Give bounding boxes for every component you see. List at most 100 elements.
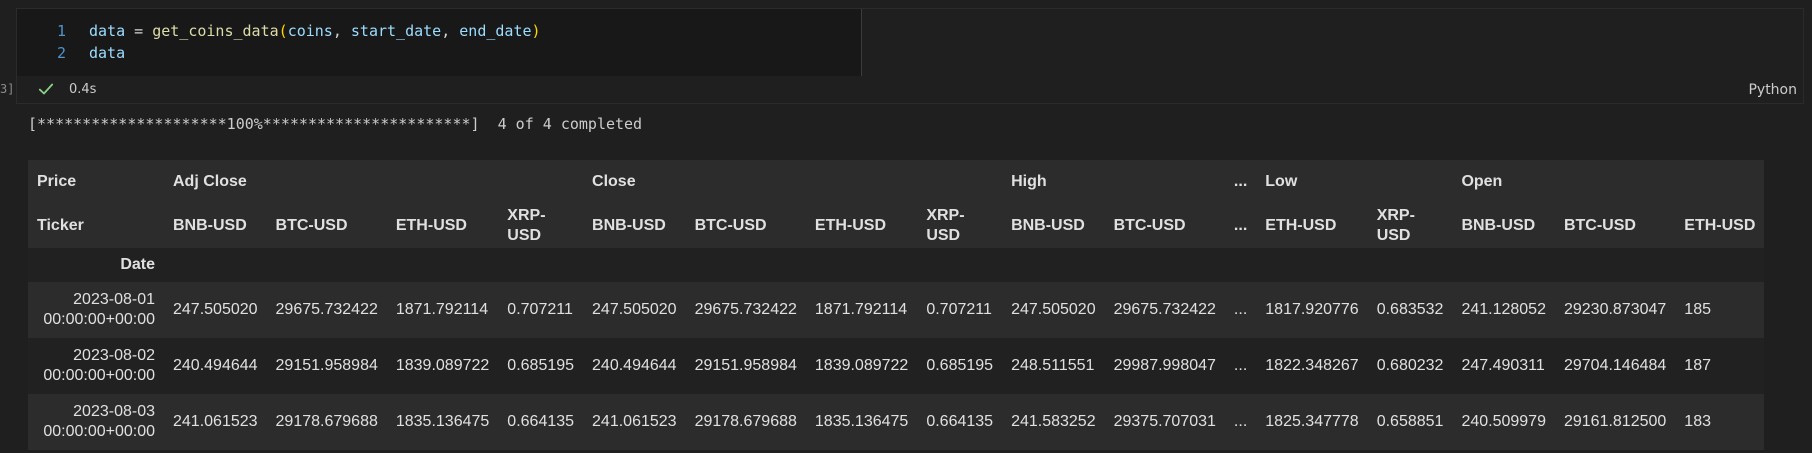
table-cell: 0.664135: [507, 413, 575, 430]
ticker-column-header: BTC-USD: [1113, 217, 1186, 234]
table-cell: 29161.812500: [1563, 413, 1667, 430]
table-cell: 29151.958984: [275, 357, 378, 374]
ticker-column-header: XRP-USD: [507, 207, 546, 244]
table-cell: ...: [1233, 413, 1248, 430]
table-cell: 1817.920776: [1265, 301, 1359, 318]
header-row-date: Date: [28, 248, 1765, 282]
column-group-header: Adj Close: [173, 173, 247, 190]
table-cell: 1839.089722: [814, 357, 909, 374]
table-cell: 241.061523: [173, 413, 258, 430]
table-cell: 241.128052: [1461, 301, 1546, 318]
table-cell: 1871.792114: [395, 301, 489, 318]
code-line-2[interactable]: 2 data: [57, 44, 125, 62]
code-token: data: [89, 22, 126, 40]
code-token: start_date: [350, 22, 442, 40]
table-row: 2023-08-02 00:00:00+00:00 240.494644 29151…: [28, 338, 1765, 394]
table-cell: 0.685195: [926, 357, 994, 374]
ticker-column-header: BNB-USD: [592, 217, 666, 234]
column-group-header: High: [1011, 173, 1047, 190]
table-cell: ...: [1233, 357, 1248, 374]
table-cell: ...: [1233, 301, 1248, 318]
cell-status-bar: 0.4s Python: [17, 79, 1803, 103]
table-cell: 29987.998047: [1113, 357, 1216, 374]
table-cell: 241.583252: [1011, 413, 1096, 430]
table-cell: 247.505020: [592, 301, 677, 318]
code-token: ,: [441, 22, 460, 40]
column-group-header: Close: [592, 173, 636, 190]
table-cell: 240.509979: [1461, 413, 1546, 430]
table-cell: 29675.732422: [1113, 301, 1216, 318]
table-cell: 247.490311: [1461, 357, 1545, 374]
date-header: Date: [120, 256, 155, 273]
table-cell: 29704.146484: [1563, 357, 1667, 374]
ticker-column-header: ETH-USD: [814, 217, 886, 234]
table-cell: 1871.792114: [814, 301, 908, 318]
table-cell: 185: [1684, 301, 1711, 318]
ticker-column-header: ETH-USD: [1684, 217, 1756, 234]
table-cell: 187: [1684, 357, 1711, 374]
code-token: ,: [332, 22, 351, 40]
table-cell: 29675.732422: [275, 301, 378, 318]
row-date-index: 2023-08-01 00:00:00+00:00: [43, 291, 155, 328]
check-icon: [38, 83, 54, 95]
table-cell: 247.505020: [173, 301, 258, 318]
download-progress-output: [*********************100%**************…: [28, 115, 643, 133]
cell-language-label[interactable]: Python: [1748, 82, 1797, 98]
line-number: 2: [57, 44, 67, 62]
table-cell: 240.494644: [592, 357, 677, 374]
table-row: 2023-08-01 00:00:00+00:00 247.505020 29675…: [28, 282, 1765, 338]
table-cell: 29675.732422: [694, 301, 797, 318]
row-date-index: 2023-08-03 00:00:00+00:00: [43, 403, 155, 440]
ticker-column-header: BNB-USD: [1461, 217, 1536, 234]
execution-count: 3]: [0, 82, 15, 96]
ticker-header: Ticker: [37, 217, 84, 234]
dataframe-body: 2023-08-01 00:00:00+00:00 247.505020 29675…: [28, 282, 1765, 450]
dataframe-output: Price Adj Close Close High... Low Open Ticke…: [28, 160, 1812, 453]
table-cell: 0.707211: [926, 301, 992, 318]
table-cell: 0.683532: [1376, 301, 1444, 318]
line-number: 1: [57, 22, 67, 40]
table-cell: 0.685195: [507, 357, 575, 374]
code-token: get_coins_data: [152, 22, 279, 40]
table-cell: 0.658851: [1376, 413, 1444, 430]
table-cell: 240.494644: [173, 357, 258, 374]
table-cell: 183: [1684, 413, 1711, 430]
ticker-column-header: XRP-USD: [1376, 207, 1415, 244]
table-cell: 247.505020: [1011, 301, 1096, 318]
execution-time: 0.4s: [69, 82, 97, 97]
row-date-index: 2023-08-02 00:00:00+00:00: [43, 347, 155, 384]
table-cell: 1822.348267: [1265, 357, 1359, 374]
table-cell: 1835.136475: [814, 413, 909, 430]
table-cell: 0.680232: [1376, 357, 1444, 374]
date-header-filler: [164, 248, 1764, 282]
code-editor[interactable]: 1 data = get_coins_data(coins, start_date…: [17, 9, 862, 76]
table-cell: 248.511551: [1011, 357, 1095, 374]
code-token: end_date: [459, 22, 532, 40]
code-token: coins: [287, 22, 333, 40]
notebook-code-cell[interactable]: 1 data = get_coins_data(coins, start_date…: [16, 8, 1804, 104]
code-token: =: [125, 22, 153, 40]
code-token: data: [89, 44, 126, 62]
table-row: 2023-08-03 00:00:00+00:00 241.061523 29178…: [28, 394, 1765, 450]
table-cell: 29178.679688: [275, 413, 378, 430]
table-cell: 0.707211: [507, 301, 573, 318]
code-token: ): [531, 22, 541, 40]
table-cell: 29151.958984: [694, 357, 797, 374]
column-group-header: Open: [1461, 173, 1503, 190]
ticker-column-header: XRP-USD: [926, 207, 965, 244]
table-cell: 29178.679688: [694, 413, 797, 430]
ticker-column-header: BTC-USD: [694, 217, 767, 234]
table-cell: 241.061523: [592, 413, 677, 430]
table-cell: 1825.347778: [1265, 413, 1359, 430]
table-cell: 1839.089722: [395, 357, 490, 374]
column-group-header: Low: [1265, 173, 1298, 190]
ticker-column-header: ETH-USD: [395, 217, 467, 234]
ticker-column-header: BNB-USD: [173, 217, 247, 234]
header-row-ticker: Ticker BNB-USD BTC-USD ETH-USD XRP-USD BNB-U…: [28, 204, 1765, 248]
ticker-column-header: ETH-USD: [1265, 217, 1337, 234]
table-cell: 0.664135: [926, 413, 994, 430]
table-cell: 29230.873047: [1563, 301, 1667, 318]
ticker-column-header: BTC-USD: [1563, 217, 1636, 234]
dataframe-table: Price Adj Close Close High... Low Open Ticke…: [28, 160, 1765, 450]
code-line-1[interactable]: 1 data = get_coins_data(coins, start_date…: [57, 22, 541, 40]
